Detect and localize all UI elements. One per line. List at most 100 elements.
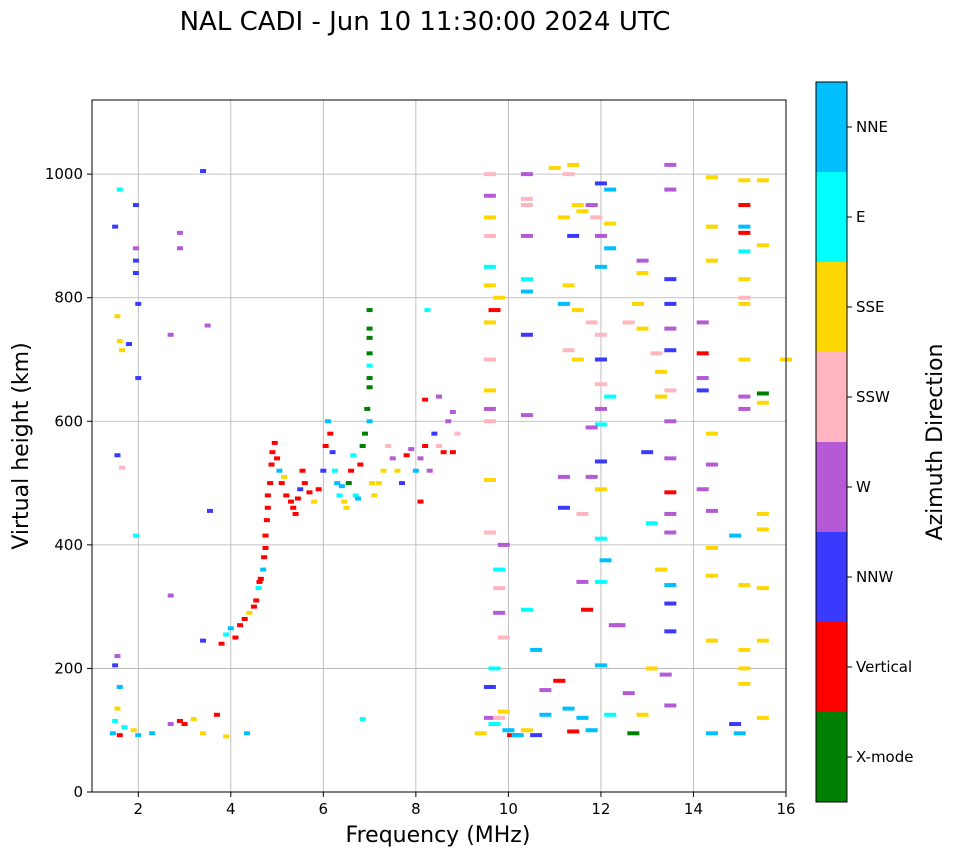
data-point bbox=[548, 165, 561, 170]
data-point bbox=[557, 301, 570, 306]
colorbar-tick-label: Vertical bbox=[856, 658, 912, 676]
data-point bbox=[436, 444, 442, 448]
data-point bbox=[116, 338, 123, 343]
data-point bbox=[557, 215, 570, 220]
data-point bbox=[200, 731, 207, 736]
data-point bbox=[176, 718, 183, 723]
data-point bbox=[493, 567, 506, 572]
data-point bbox=[520, 277, 533, 282]
data-point bbox=[705, 638, 718, 643]
data-point bbox=[483, 477, 496, 482]
data-point bbox=[738, 666, 751, 671]
data-point bbox=[306, 490, 313, 495]
data-point bbox=[655, 567, 668, 572]
data-point bbox=[756, 400, 769, 405]
data-point bbox=[738, 277, 751, 282]
data-point bbox=[664, 456, 677, 461]
data-point bbox=[394, 468, 401, 473]
data-point bbox=[604, 246, 617, 251]
data-point bbox=[385, 444, 392, 448]
data-point bbox=[585, 320, 598, 325]
x-tick-label: 2 bbox=[133, 800, 143, 818]
colorbar-segment bbox=[816, 532, 847, 622]
data-point bbox=[594, 382, 607, 387]
data-point bbox=[576, 579, 589, 584]
data-point bbox=[250, 604, 257, 609]
x-tick-label: 14 bbox=[684, 800, 703, 818]
data-point bbox=[604, 712, 617, 717]
data-point bbox=[403, 453, 410, 458]
data-point bbox=[366, 308, 373, 313]
data-point bbox=[355, 496, 362, 501]
data-point bbox=[206, 508, 213, 513]
data-point bbox=[256, 579, 263, 584]
data-point bbox=[655, 369, 668, 374]
data-point bbox=[705, 175, 718, 180]
data-point bbox=[366, 363, 373, 368]
data-point bbox=[502, 728, 515, 733]
data-point bbox=[119, 465, 126, 470]
data-point bbox=[705, 462, 718, 467]
data-point bbox=[756, 638, 769, 643]
data-point bbox=[116, 684, 123, 689]
data-point bbox=[557, 474, 570, 479]
data-point bbox=[636, 258, 649, 263]
data-point bbox=[119, 348, 126, 353]
colorbar: X-mode Vertical NNW W SSW SSE E NNE bbox=[815, 81, 913, 803]
data-point bbox=[622, 691, 635, 696]
data-point bbox=[594, 536, 607, 541]
data-point bbox=[738, 301, 751, 306]
data-point bbox=[375, 481, 382, 486]
data-point bbox=[664, 629, 677, 634]
data-point bbox=[585, 425, 598, 430]
data-point bbox=[417, 456, 424, 461]
data-point bbox=[497, 635, 510, 640]
data-point bbox=[422, 397, 429, 402]
y-tick-label: 0 bbox=[73, 783, 83, 801]
data-point bbox=[292, 511, 299, 516]
data-point bbox=[121, 725, 128, 730]
data-point bbox=[274, 456, 281, 461]
y-tick-label: 800 bbox=[54, 289, 83, 307]
data-point bbox=[664, 530, 677, 535]
data-point bbox=[324, 419, 331, 424]
colorbar-tick-label: E bbox=[856, 208, 865, 226]
data-point bbox=[290, 505, 297, 510]
data-point bbox=[562, 706, 575, 711]
data-point bbox=[594, 663, 607, 668]
data-point bbox=[116, 733, 123, 738]
data-point bbox=[738, 203, 751, 208]
data-point bbox=[497, 542, 510, 547]
data-point bbox=[366, 376, 373, 381]
data-point bbox=[664, 601, 677, 606]
data-point bbox=[664, 583, 677, 588]
data-point bbox=[278, 481, 285, 486]
data-point bbox=[126, 342, 133, 347]
data-point bbox=[260, 567, 267, 572]
x-tick-label: 12 bbox=[591, 800, 610, 818]
colorbar-segment bbox=[816, 352, 847, 442]
data-point bbox=[218, 641, 225, 646]
data-point bbox=[294, 496, 301, 501]
data-point bbox=[594, 579, 607, 584]
y-axis: 0 200 400 600 800 1000 bbox=[45, 165, 92, 801]
data-point bbox=[114, 453, 121, 458]
data-point bbox=[705, 224, 718, 229]
data-point bbox=[483, 233, 496, 238]
data-point bbox=[176, 230, 183, 235]
data-point bbox=[571, 357, 584, 362]
data-point bbox=[488, 308, 501, 313]
data-point bbox=[539, 688, 552, 693]
data-point bbox=[738, 295, 751, 300]
data-point bbox=[483, 193, 496, 198]
data-point bbox=[348, 468, 355, 473]
data-point bbox=[320, 468, 327, 473]
data-point bbox=[590, 215, 603, 220]
data-point bbox=[585, 203, 598, 208]
data-point bbox=[359, 444, 366, 448]
data-point bbox=[571, 203, 584, 208]
data-point bbox=[664, 326, 677, 331]
data-point bbox=[622, 320, 635, 325]
data-point bbox=[227, 626, 234, 631]
data-point bbox=[571, 308, 584, 313]
